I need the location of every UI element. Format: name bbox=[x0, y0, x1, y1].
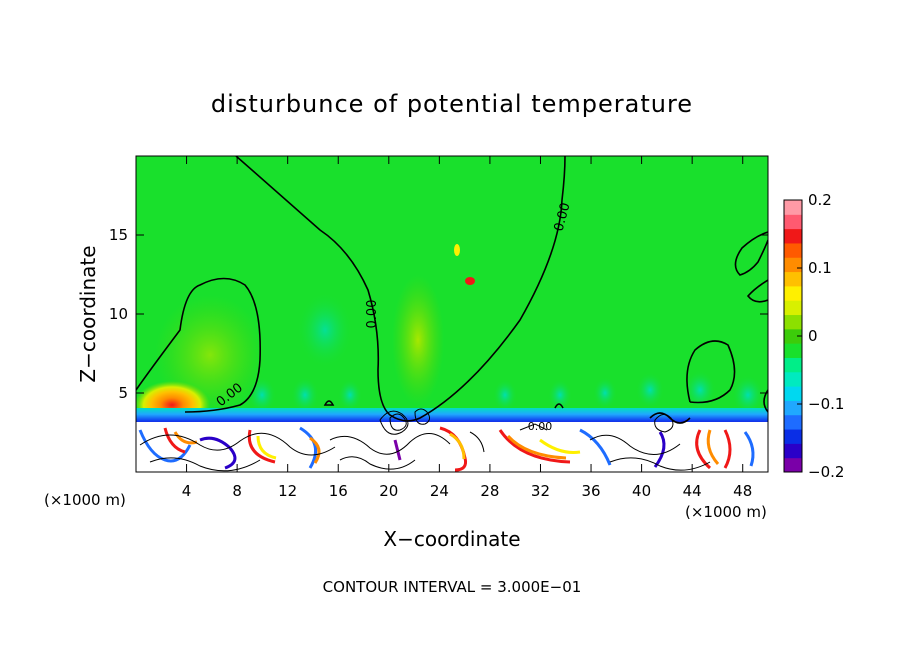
y-tick-label: 5 bbox=[118, 384, 128, 402]
contour-label: 0.00 bbox=[365, 300, 380, 329]
anomaly-cyan-4 bbox=[493, 379, 517, 411]
plot-area: 0.00 0.00 0.00 0.00 bbox=[136, 156, 768, 472]
x-axis-ticks: 4 8 12 16 20 24 28 32 36 40 44 48 bbox=[182, 156, 752, 500]
colorbar bbox=[784, 200, 802, 473]
x-tick-label: 44 bbox=[683, 482, 702, 500]
x-unit-note-right: (×1000 m) bbox=[685, 503, 767, 521]
contour-label: 0.00 bbox=[528, 420, 553, 433]
contour-interval-note: CONTOUR INTERVAL = 3.000E−01 bbox=[323, 578, 582, 596]
colorbar-segment bbox=[784, 214, 802, 230]
colorbar-segment bbox=[784, 271, 802, 287]
colorbar-segment bbox=[784, 414, 802, 430]
colorbar-tick-label: 0.2 bbox=[808, 191, 832, 209]
colorbar-tick-label: 0 bbox=[808, 327, 818, 345]
anomaly-light-green-center bbox=[392, 275, 444, 405]
colorbar-segment bbox=[784, 371, 802, 387]
x-tick-label: 4 bbox=[182, 482, 192, 500]
colorbar-segment bbox=[784, 200, 802, 215]
colorbar-tick-label: −0.1 bbox=[808, 395, 844, 413]
anomaly-cyan-9 bbox=[732, 375, 764, 415]
x-tick-label: 36 bbox=[581, 482, 600, 500]
colorbar-segment bbox=[784, 257, 802, 273]
colorbar-tick-label: −0.2 bbox=[808, 463, 844, 481]
colorbar-segment bbox=[784, 285, 802, 301]
colorbar-segment bbox=[784, 242, 802, 258]
anomaly-spot bbox=[465, 277, 475, 285]
anomaly-cyan-3 bbox=[338, 379, 362, 411]
y-axis-ticks: 5 10 15 bbox=[109, 226, 768, 402]
colorbar-segment bbox=[784, 443, 802, 459]
anomaly-cyan-1 bbox=[248, 377, 276, 413]
contour-lines bbox=[136, 156, 768, 424]
x-tick-label: 32 bbox=[531, 482, 550, 500]
anomaly-spot-2 bbox=[454, 244, 460, 256]
x-tick-label: 24 bbox=[430, 482, 449, 500]
boundary-layer-contours bbox=[139, 408, 711, 472]
x-tick-label: 16 bbox=[329, 482, 348, 500]
boundary-layer-eddies bbox=[138, 426, 755, 472]
colorbar-segment bbox=[784, 300, 802, 316]
x-tick-label: 40 bbox=[632, 482, 651, 500]
colorbar-segment bbox=[784, 457, 802, 473]
anomaly-cyan-5 bbox=[548, 379, 572, 411]
x-tick-label: 48 bbox=[733, 482, 752, 500]
x-axis-label: X−coordinate bbox=[383, 527, 520, 551]
colorbar-segment bbox=[784, 343, 802, 358]
x-tick-label: 28 bbox=[480, 482, 499, 500]
y-axis-label: Z−coordinate bbox=[76, 245, 100, 382]
colorbar-segment bbox=[784, 429, 802, 444]
x-tick-label: 12 bbox=[278, 482, 297, 500]
anomaly-cyan-8 bbox=[684, 370, 716, 410]
x-tick-label: 8 bbox=[232, 482, 242, 500]
colorbar-segment bbox=[784, 228, 802, 244]
anomaly-cyan-left bbox=[297, 292, 353, 368]
anomaly-cyan-6 bbox=[593, 377, 617, 409]
anomaly-cyan-7 bbox=[636, 372, 664, 408]
x-tick-label: 20 bbox=[379, 482, 398, 500]
colorbar-segment bbox=[784, 357, 802, 373]
chart-title: disturbunce of potential temperature bbox=[211, 90, 693, 118]
colorbar-segment bbox=[784, 400, 802, 416]
x-unit-note: (×1000 m) bbox=[44, 491, 126, 509]
colorbar-ticks: 0.2 0.1 0 −0.1 −0.2 bbox=[797, 191, 844, 481]
cold-surface-band bbox=[136, 408, 768, 426]
contour-label: 0.00 bbox=[552, 201, 574, 233]
colorbar-segment bbox=[784, 386, 802, 401]
colorbar-tick-label: 0.1 bbox=[808, 259, 832, 277]
colorbar-segment bbox=[784, 314, 802, 330]
y-tick-label: 15 bbox=[109, 226, 128, 244]
anomaly-cyan-2 bbox=[291, 377, 319, 413]
y-tick-label: 10 bbox=[109, 305, 128, 323]
colorbar-segment bbox=[784, 328, 802, 344]
